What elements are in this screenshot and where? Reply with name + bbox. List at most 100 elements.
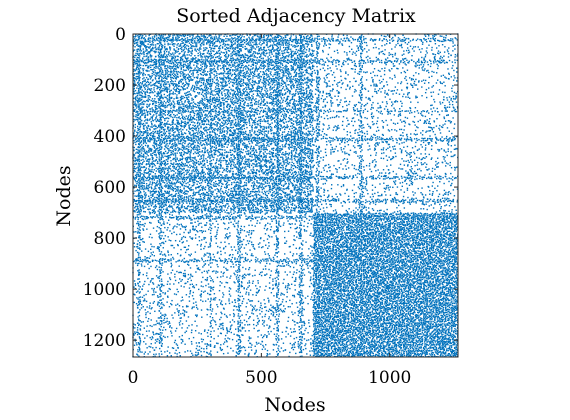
data-point	[138, 53, 141, 55]
data-point	[140, 123, 142, 125]
data-point	[133, 301, 135, 304]
data-point	[375, 46, 377, 49]
data-point	[196, 34, 199, 36]
data-point	[151, 294, 154, 296]
data-point	[158, 212, 161, 215]
data-point	[159, 296, 161, 298]
data-point	[136, 77, 139, 80]
data-point	[332, 39, 334, 42]
data-point	[442, 61, 444, 63]
data-point	[159, 170, 161, 172]
data-point	[136, 66, 138, 69]
data-point	[152, 137, 155, 140]
data-point	[424, 35, 427, 37]
data-point	[168, 187, 170, 190]
data-point	[135, 62, 138, 65]
data-point	[151, 61, 153, 63]
data-point	[286, 68, 288, 70]
data-point	[443, 59, 445, 62]
data-point	[162, 59, 164, 61]
data-point	[293, 69, 295, 71]
data-point	[169, 135, 172, 138]
data-point	[155, 346, 157, 349]
data-point	[141, 288, 143, 291]
data-point	[154, 204, 157, 206]
data-point	[137, 307, 139, 309]
data-point	[160, 58, 162, 61]
data-point	[134, 294, 136, 296]
data-point	[143, 170, 145, 172]
data-point	[424, 68, 426, 70]
data-point	[300, 49, 302, 51]
data-point	[277, 57, 279, 59]
data-point	[154, 104, 157, 107]
data-point	[267, 58, 269, 60]
data-point	[186, 58, 188, 60]
data-point	[236, 57, 238, 60]
data-point	[149, 60, 151, 62]
data-point	[154, 62, 157, 64]
data-point	[168, 132, 170, 134]
data-point	[205, 63, 207, 66]
data-point	[267, 35, 270, 38]
data-point	[229, 69, 231, 71]
data-point	[172, 217, 174, 219]
data-point	[265, 34, 268, 37]
data-point	[154, 109, 157, 111]
data-point	[162, 34, 165, 36]
data-point	[303, 37, 305, 39]
data-point	[136, 344, 138, 346]
data-point	[280, 66, 282, 69]
data-point	[145, 130, 147, 132]
data-point	[218, 46, 221, 48]
data-point	[136, 227, 139, 230]
data-point	[347, 74, 349, 76]
data-point	[137, 342, 140, 344]
data-point	[161, 48, 163, 50]
data-point	[147, 37, 150, 39]
data-point	[199, 44, 202, 46]
data-point	[143, 180, 145, 182]
data-point	[161, 345, 163, 347]
data-point	[171, 232, 173, 235]
data-point	[142, 131, 145, 133]
data-point	[169, 194, 171, 197]
data-point	[290, 44, 293, 46]
data-point	[141, 351, 143, 353]
data-point	[143, 225, 145, 227]
data-point	[157, 36, 160, 39]
data-point	[146, 259, 149, 262]
data-point	[140, 59, 142, 62]
data-point	[177, 39, 179, 41]
data-point	[236, 69, 238, 71]
data-point	[153, 83, 156, 85]
data-point	[154, 137, 156, 140]
data-point	[245, 40, 247, 43]
data-point	[162, 97, 164, 100]
data-point	[197, 38, 200, 41]
data-point	[155, 177, 157, 179]
data-point	[347, 38, 350, 40]
data-point	[232, 37, 235, 40]
data-point	[169, 84, 171, 87]
data-point	[418, 59, 420, 62]
data-point	[386, 34, 389, 36]
data-point	[402, 38, 404, 41]
data-point	[158, 72, 160, 74]
data-point	[141, 218, 143, 220]
data-point	[163, 55, 165, 57]
data-point	[139, 156, 141, 158]
data-point	[318, 38, 321, 40]
data-point	[149, 255, 152, 257]
data-point	[148, 162, 150, 164]
data-point	[404, 57, 407, 60]
data-point	[164, 292, 167, 294]
data-point	[155, 148, 158, 150]
data-point	[138, 213, 140, 216]
data-point	[167, 150, 170, 152]
data-point	[285, 44, 287, 46]
data-point	[439, 51, 441, 54]
data-point	[171, 327, 173, 329]
data-point	[172, 195, 175, 197]
data-point	[253, 56, 255, 58]
